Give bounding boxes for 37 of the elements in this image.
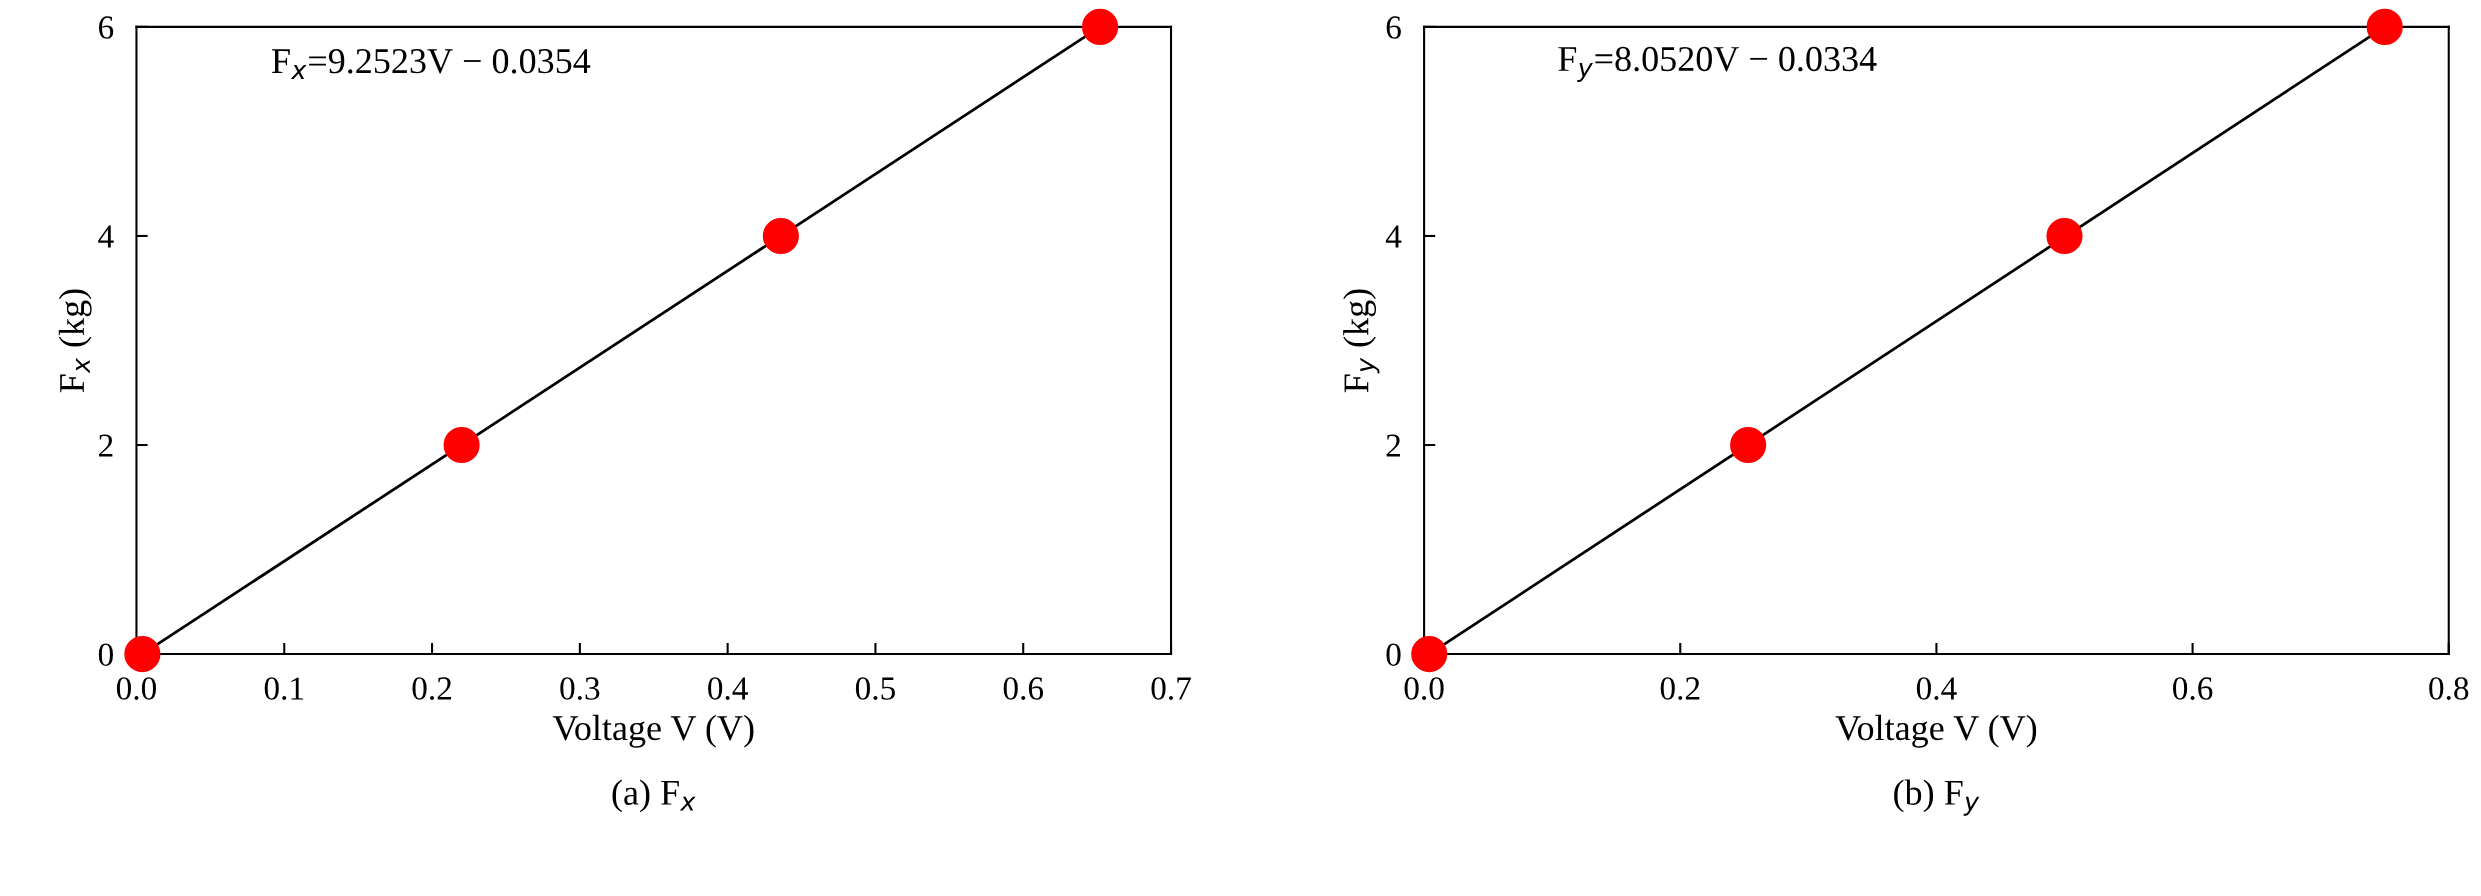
x-tick-label: 0.2: [1660, 677, 1700, 700]
point: [2046, 217, 2083, 255]
x-tick-label: 0.1: [264, 677, 304, 700]
x-tick-label: 0.3: [560, 677, 600, 700]
y-axis-title: F$_{y}$ (kg): [1343, 289, 1380, 393]
x-tick-label: 0.0: [116, 677, 157, 700]
y-tick-label: 2: [99, 434, 113, 457]
point: [443, 426, 480, 464]
point: [1082, 8, 1119, 45]
x-tick-label: 0.0: [1404, 677, 1444, 700]
y-tick-label: 0: [1386, 643, 1401, 666]
y-tick-label: 4: [1385, 225, 1402, 248]
x-tick-label: 0.4: [708, 677, 748, 700]
x-tick-label: 0.7: [1151, 677, 1191, 700]
y-tick-label: 6: [99, 16, 114, 39]
x-tick-label: 0.6: [1003, 677, 1044, 700]
y-tick-label: 6: [1386, 16, 1401, 39]
point: [762, 217, 799, 255]
x-tick-label: 0.6: [2173, 677, 2213, 700]
point: [1730, 426, 1767, 464]
x-axis-title: Voltage V (V): [552, 714, 754, 748]
annotation: F$_{x}$=9.2523V − 0.0354: [271, 49, 591, 79]
y-axis-title: F$_{x}$ (kg): [58, 289, 92, 393]
text: (a) F$_{x}$: [612, 779, 696, 813]
y-tick-label: 2: [1386, 434, 1401, 457]
y-tick-label: 4: [98, 225, 114, 248]
x-tick-label: 0.4: [1916, 677, 1957, 700]
x-axis-title: Voltage V (V): [1835, 714, 2037, 748]
y-tick-label: 0: [98, 643, 113, 666]
x-tick-label: 0.2: [412, 677, 452, 700]
text: (b) F$_{y}$: [1894, 779, 1980, 816]
x-tick-label: 0.5: [855, 677, 895, 700]
point: [124, 636, 161, 673]
x-tick-label: 0.8: [2429, 677, 2469, 700]
annotation: F$_{y}$=8.0520V − 0.0334: [1558, 46, 1877, 83]
point: [1411, 636, 1448, 673]
point: [2366, 8, 2403, 45]
